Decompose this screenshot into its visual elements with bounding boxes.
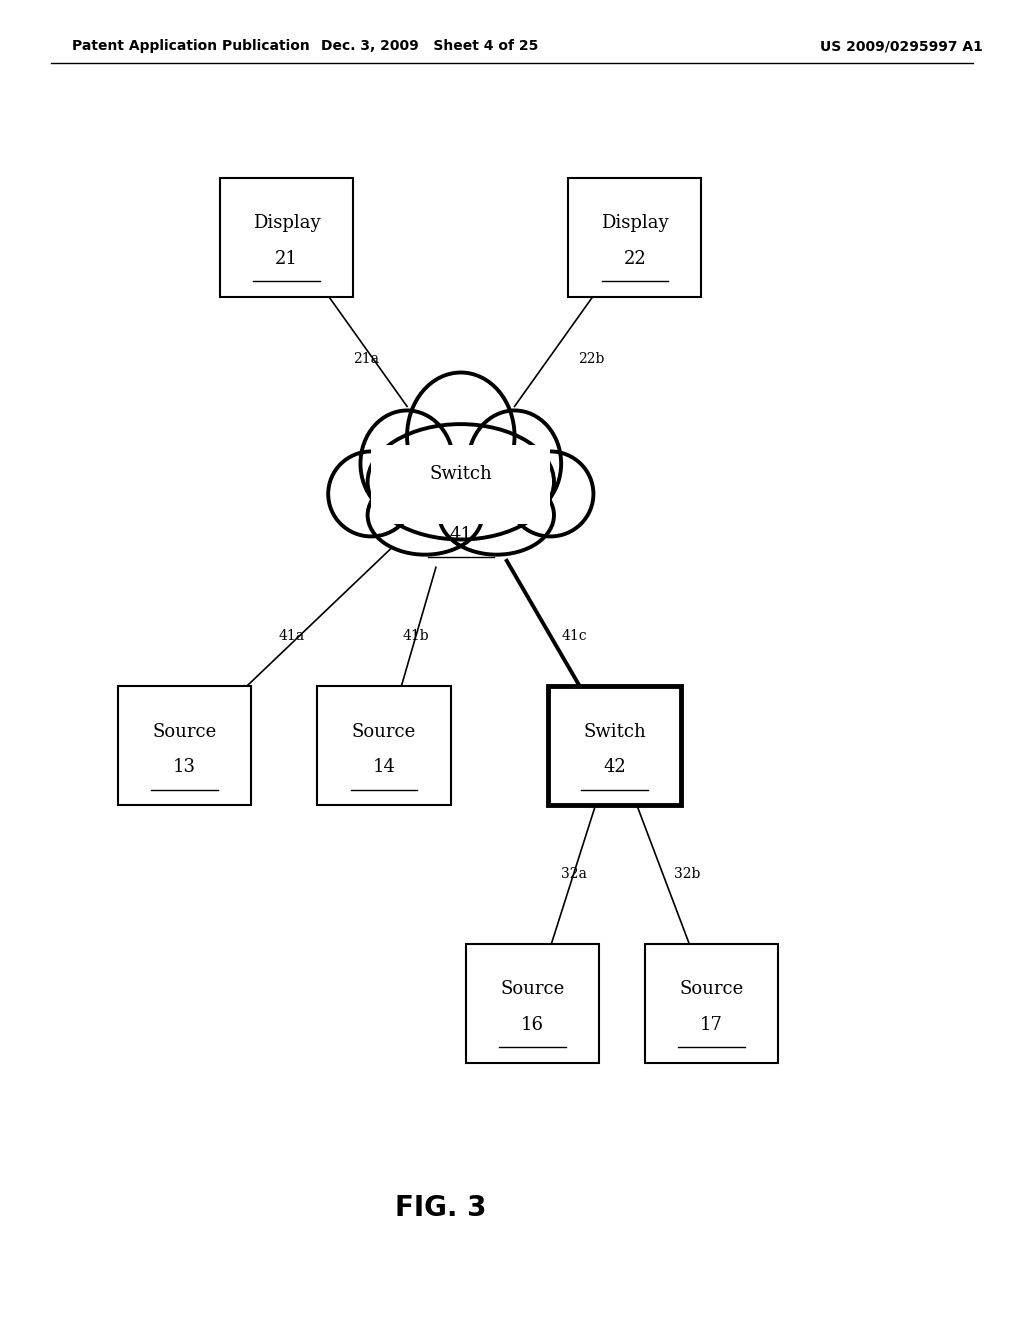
Text: Switch: Switch [429, 465, 493, 483]
Bar [317, 686, 451, 805]
Text: 41: 41 [450, 525, 472, 544]
Ellipse shape [408, 372, 515, 500]
Text: 41c: 41c [561, 630, 587, 643]
Text: 41a: 41a [279, 630, 305, 643]
Text: Source: Source [680, 979, 743, 998]
Text: 22b: 22b [579, 352, 605, 366]
Text: 21a: 21a [353, 352, 379, 366]
Text: US 2009/0295997 A1: US 2009/0295997 A1 [819, 40, 983, 53]
Text: Dec. 3, 2009   Sheet 4 of 25: Dec. 3, 2009 Sheet 4 of 25 [322, 40, 539, 53]
Text: Display: Display [253, 214, 321, 232]
Text: Source: Source [501, 979, 564, 998]
Text: FIG. 3: FIG. 3 [394, 1193, 486, 1222]
Text: Source: Source [352, 722, 416, 741]
Text: 13: 13 [173, 758, 196, 776]
Text: Source: Source [153, 722, 216, 741]
Text: 16: 16 [521, 1015, 544, 1034]
Bar [220, 178, 353, 297]
Ellipse shape [439, 475, 554, 554]
Ellipse shape [508, 451, 594, 536]
Text: 21: 21 [275, 249, 298, 268]
Text: Patent Application Publication: Patent Application Publication [72, 40, 309, 53]
Text: 32b: 32b [674, 867, 700, 880]
Bar [372, 445, 551, 524]
Bar [568, 178, 701, 297]
Bar [548, 686, 681, 805]
Text: 32a: 32a [561, 867, 587, 880]
Ellipse shape [368, 424, 554, 540]
Bar [118, 686, 251, 805]
Bar [645, 944, 778, 1063]
Text: Switch: Switch [583, 722, 646, 741]
Ellipse shape [360, 411, 454, 516]
Text: Display: Display [601, 214, 669, 232]
Text: 22: 22 [624, 249, 646, 268]
Ellipse shape [368, 475, 482, 554]
Text: 42: 42 [603, 758, 626, 776]
Text: 41b: 41b [402, 630, 429, 643]
Bar [466, 944, 599, 1063]
Ellipse shape [468, 411, 561, 516]
Ellipse shape [328, 451, 414, 536]
Text: 17: 17 [700, 1015, 723, 1034]
Text: 14: 14 [373, 758, 395, 776]
